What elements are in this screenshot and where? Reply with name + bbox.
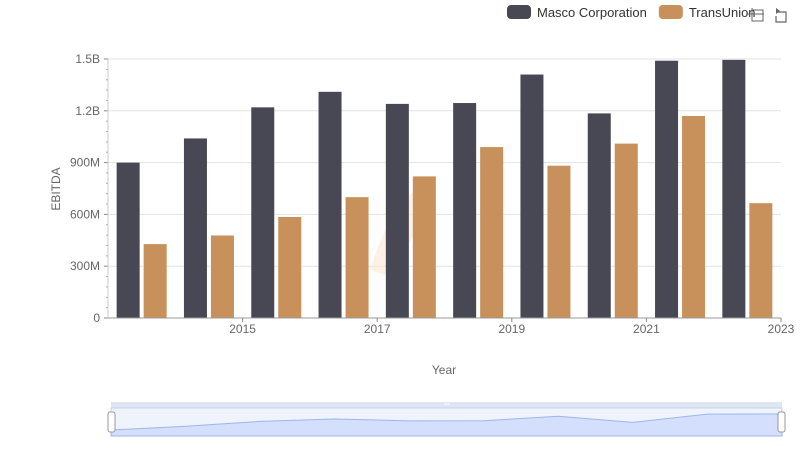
- crosshair-icon[interactable]: [748, 8, 764, 22]
- bar-masco-2019[interactable]: [453, 103, 477, 318]
- y-tick-label: 600M: [70, 207, 100, 221]
- x-tick-label: 2021: [633, 322, 660, 336]
- x-tick-label: 2017: [364, 322, 391, 336]
- y-tick-label: 0: [93, 311, 100, 325]
- x-tick-label: 2023: [768, 322, 795, 336]
- bar-transunion-2015[interactable]: [210, 235, 234, 318]
- legend-item-transunion[interactable]: TransUnion: [658, 5, 756, 20]
- legend-label: Masco Corporation: [537, 5, 647, 20]
- bar-masco-2015[interactable]: [183, 138, 207, 318]
- bar-masco-2017[interactable]: [318, 91, 342, 318]
- zoom-slider[interactable]: [107, 402, 786, 437]
- bar-masco-2018[interactable]: [385, 103, 409, 318]
- legend-swatch: [507, 5, 531, 19]
- zoom-handle-left[interactable]: [107, 411, 116, 433]
- zoom-handle-right[interactable]: [777, 411, 786, 433]
- y-axis-label: EBITDA: [49, 167, 63, 210]
- chart-toolbar: [748, 8, 787, 23]
- bar-transunion-2023[interactable]: [749, 203, 773, 318]
- y-tick-label: 1.2B: [75, 104, 100, 118]
- bar-masco-2022[interactable]: [655, 60, 679, 319]
- grid-lines: [108, 58, 781, 267]
- bar-transunion-2017[interactable]: [345, 197, 369, 318]
- bar-transunion-2014[interactable]: [143, 244, 167, 318]
- bar-masco-2016[interactable]: [251, 107, 275, 318]
- bar-masco-2023[interactable]: [722, 59, 746, 318]
- x-axis-label: Year: [432, 363, 456, 377]
- y-tick-label: 1.5B: [75, 52, 100, 66]
- legend-label: TransUnion: [689, 5, 756, 20]
- legend-item-masco[interactable]: Masco Corporation: [507, 5, 647, 20]
- reset-icon[interactable]: [775, 8, 787, 23]
- bar-transunion-2020[interactable]: [547, 165, 571, 318]
- bar-transunion-2022[interactable]: [682, 115, 706, 318]
- bar-masco-2021[interactable]: [587, 113, 611, 318]
- bars-group: [116, 59, 773, 319]
- bar-transunion-2016[interactable]: [278, 216, 302, 318]
- legend-swatch: [658, 5, 683, 19]
- legend: Masco Corporation TransUnion: [507, 5, 756, 20]
- zoom-slider-top-bar[interactable]: [111, 402, 782, 408]
- x-axis: 2015 2017 2019 2021 2023: [108, 317, 795, 336]
- bar-masco-2014[interactable]: [116, 162, 140, 318]
- x-tick-label: 2015: [229, 322, 256, 336]
- y-tick-label: 300M: [70, 259, 100, 273]
- bar-transunion-2018[interactable]: [412, 176, 436, 318]
- bar-transunion-2021[interactable]: [614, 143, 638, 318]
- bar-masco-2020[interactable]: [520, 74, 544, 318]
- y-tick-label: 900M: [70, 156, 100, 170]
- y-axis: 0 300M 600M 900M 1.2B 1.5B: [70, 52, 109, 325]
- x-tick-label: 2019: [498, 322, 525, 336]
- bar-transunion-2019[interactable]: [480, 147, 504, 318]
